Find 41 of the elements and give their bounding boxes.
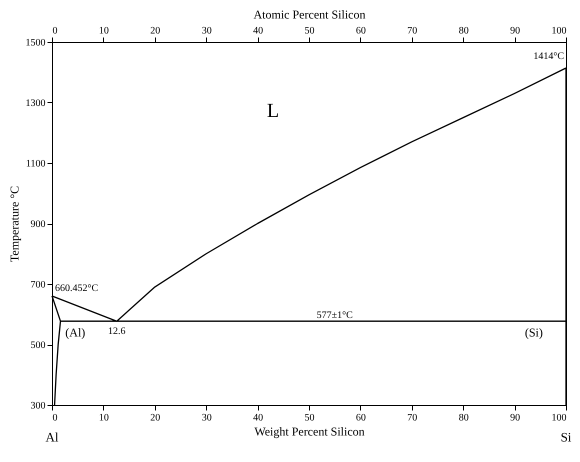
x2-tick-label: 20: [150, 26, 160, 36]
x2-tick-label: 30: [202, 26, 212, 36]
x-tick-label: 30: [202, 412, 212, 424]
x2-tick-label: 40: [253, 26, 264, 36]
y-tick-label: 1300: [26, 98, 46, 109]
y-axis-title: Temperature °C: [8, 186, 22, 262]
annotation: 12.6: [108, 326, 126, 338]
annotation: (Si): [524, 325, 543, 340]
x-tick-label: 80: [458, 412, 469, 424]
x-tick-label: 50: [304, 412, 314, 424]
x2-tick-label: 100: [552, 26, 566, 36]
annotation: 1414°C: [533, 51, 564, 62]
x-tick-label: 20: [150, 412, 160, 424]
y-tick-label: 1100: [26, 158, 46, 170]
annotation: L: [266, 100, 280, 122]
y-tick-label: 1500: [26, 38, 46, 48]
x2-tick-label: 0: [52, 26, 58, 36]
x-axis-title: Weight Percent Silicon: [254, 424, 365, 438]
y-tick-label: 500: [30, 340, 46, 351]
x-tick-label: 10: [98, 412, 109, 424]
annotation: 660.452°C: [55, 282, 98, 294]
x-tick-label: 40: [253, 412, 264, 424]
x-tick-label: 70: [407, 412, 418, 424]
text: Si: [560, 430, 572, 445]
annotation: 577±1°C: [316, 310, 354, 322]
x2-tick-label: 70: [407, 26, 418, 36]
y-tick-label: 700: [30, 280, 46, 290]
x2-tick-label: 10: [98, 26, 109, 36]
x-tick-label: 90: [510, 412, 520, 424]
x-tick-label: 0: [52, 412, 58, 424]
y-tick-label: 900: [30, 219, 46, 230]
x2-axis-title: Atomic Percent Silicon: [254, 8, 366, 22]
annotation: (Al): [65, 325, 86, 340]
x2-tick-label: 60: [356, 26, 366, 36]
x2-tick-label: 80: [458, 26, 469, 36]
x2-tick-label: 50: [304, 26, 314, 36]
x2-tick-label: 90: [510, 26, 520, 36]
text: Al: [46, 430, 59, 445]
x-tick-label: 60: [356, 412, 366, 424]
y-tick-label: 300: [30, 400, 46, 412]
x-tick-label: 100: [552, 412, 566, 424]
